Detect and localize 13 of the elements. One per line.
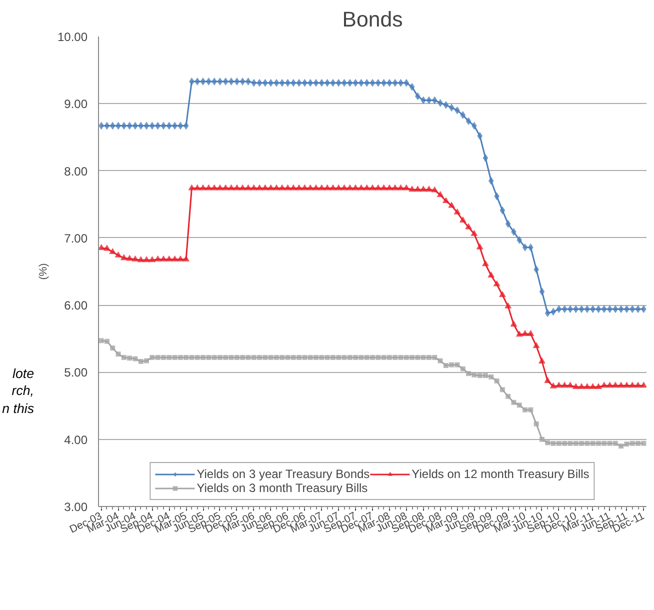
y-tick-label: 4.00 xyxy=(64,432,88,447)
y-tick-label: 7.00 xyxy=(64,231,88,246)
y-tick-label: 8.00 xyxy=(64,164,88,178)
y-tick-label: 5.00 xyxy=(64,366,88,380)
y-tick-label: 3.00 xyxy=(64,500,88,514)
legend-label: Yields on 3 month Treasury Bills xyxy=(196,481,368,495)
y-axis-title: (%) xyxy=(37,263,50,280)
y-tick-label: 10.00 xyxy=(57,30,88,44)
legend-label: Yields on 12 month Treasury Bills xyxy=(412,467,590,481)
y-tick-label: 6.00 xyxy=(64,298,88,313)
chart-title: Bonds xyxy=(342,8,403,32)
y-tick-label: 9.00 xyxy=(64,97,88,112)
legend-label: Yields on 3 year Treasury Bonds xyxy=(196,467,370,481)
